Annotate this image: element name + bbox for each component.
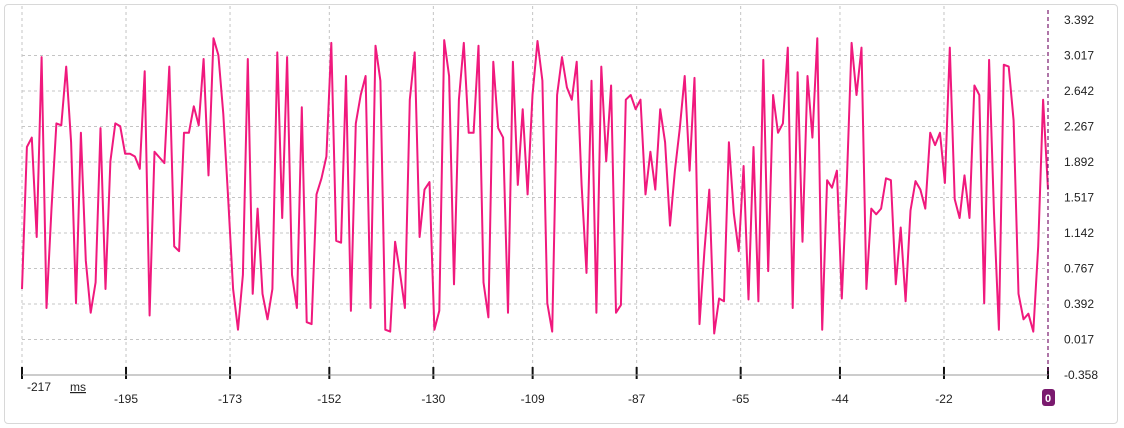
y-tick-label: 3.392 — [1064, 13, 1094, 27]
x-tick-label: 0 — [1045, 393, 1051, 405]
x-axis: -217 -195 -173 -152 -130 -109 -87 -65 -44 -22 0 ms — [21, 367, 1055, 406]
y-axis-ticks: 3.392 3.017 2.642 2.267 1.892 1.517 1.142 0.767… — [1064, 13, 1098, 382]
x-tick-label: -130 — [421, 392, 445, 406]
x-tick-label: -109 — [521, 392, 545, 406]
x-tick-label: -22 — [935, 392, 953, 406]
x-tick-label: -87 — [628, 392, 646, 406]
y-tick-label: 3.017 — [1064, 49, 1094, 63]
x-tick-label: -44 — [831, 392, 849, 406]
y-tick-label: 1.892 — [1064, 155, 1094, 169]
chart-frame — [4, 4, 1118, 424]
now-badge — [1042, 389, 1055, 406]
grid-lines — [21, 6, 1048, 375]
y-tick-label: 1.517 — [1064, 191, 1094, 205]
x-tick-label: -152 — [317, 392, 341, 406]
y-tick-label: 2.267 — [1064, 120, 1094, 134]
series-layer — [21, 37, 1049, 335]
x-unit-label: ms — [70, 380, 86, 394]
x-tick-label: -173 — [218, 392, 242, 406]
x-tick-label: -217 — [27, 380, 51, 394]
y-tick-label: 2.642 — [1064, 84, 1094, 98]
y-tick-label: 0.392 — [1064, 297, 1094, 311]
x-tick-label: -195 — [114, 392, 138, 406]
y-tick-label: 0.767 — [1064, 262, 1094, 276]
y-tick-label: 1.142 — [1064, 226, 1094, 240]
series-line — [21, 37, 1049, 335]
x-tick-label: -65 — [732, 392, 750, 406]
y-tick-label: -0.358 — [1064, 368, 1098, 382]
y-tick-label: 0.017 — [1064, 333, 1094, 347]
